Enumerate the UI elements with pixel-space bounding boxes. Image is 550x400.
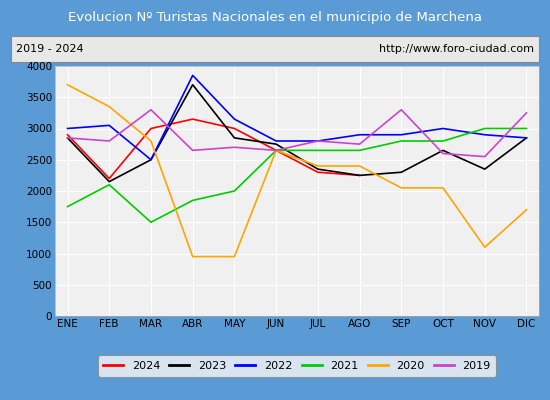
Text: Evolucion Nº Turistas Nacionales en el municipio de Marchena: Evolucion Nº Turistas Nacionales en el m…	[68, 12, 482, 24]
Text: http://www.foro-ciudad.com: http://www.foro-ciudad.com	[379, 44, 534, 54]
Legend: 2024, 2023, 2022, 2021, 2020, 2019: 2024, 2023, 2022, 2021, 2020, 2019	[98, 355, 496, 376]
Text: 2019 - 2024: 2019 - 2024	[16, 44, 84, 54]
